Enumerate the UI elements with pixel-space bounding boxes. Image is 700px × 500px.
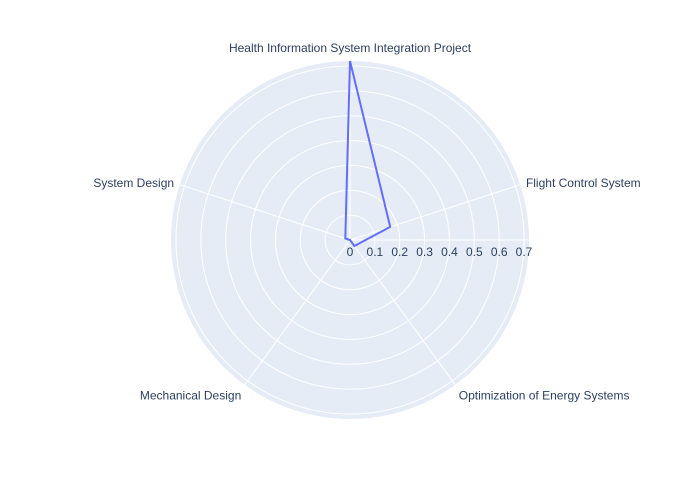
category-label: System Design	[93, 176, 174, 190]
series-line	[344, 60, 392, 247]
spoke-line	[349, 184, 521, 241]
radial-tick-label: 0.5	[466, 245, 483, 259]
category-label: Optimization of Energy Systems	[459, 389, 630, 403]
angular-grid	[179, 61, 529, 386]
category-label: Flight Control System	[526, 176, 641, 190]
radial-tick-label: 0.4	[441, 245, 458, 259]
radial-tick-label: 0.3	[416, 245, 433, 259]
spoke-line	[179, 184, 351, 241]
spoke-line	[244, 239, 351, 386]
radial-tick-label: 0.1	[367, 245, 384, 259]
radial-tick-labels: 0 0.1 0.2 0.3 0.4 0.5 0.6 0.7	[347, 245, 533, 259]
spoke-line	[349, 239, 456, 386]
radial-tick-label: 0.2	[391, 245, 408, 259]
radial-tick-label: 0.6	[491, 245, 508, 259]
category-label: Mechanical Design	[140, 389, 241, 403]
category-label: Health Information System Integration Pr…	[229, 41, 472, 55]
radial-tick-label: 0	[347, 245, 354, 259]
category-labels: Health Information System Integration Pr…	[93, 41, 640, 403]
radial-tick-label: 0.7	[516, 245, 533, 259]
